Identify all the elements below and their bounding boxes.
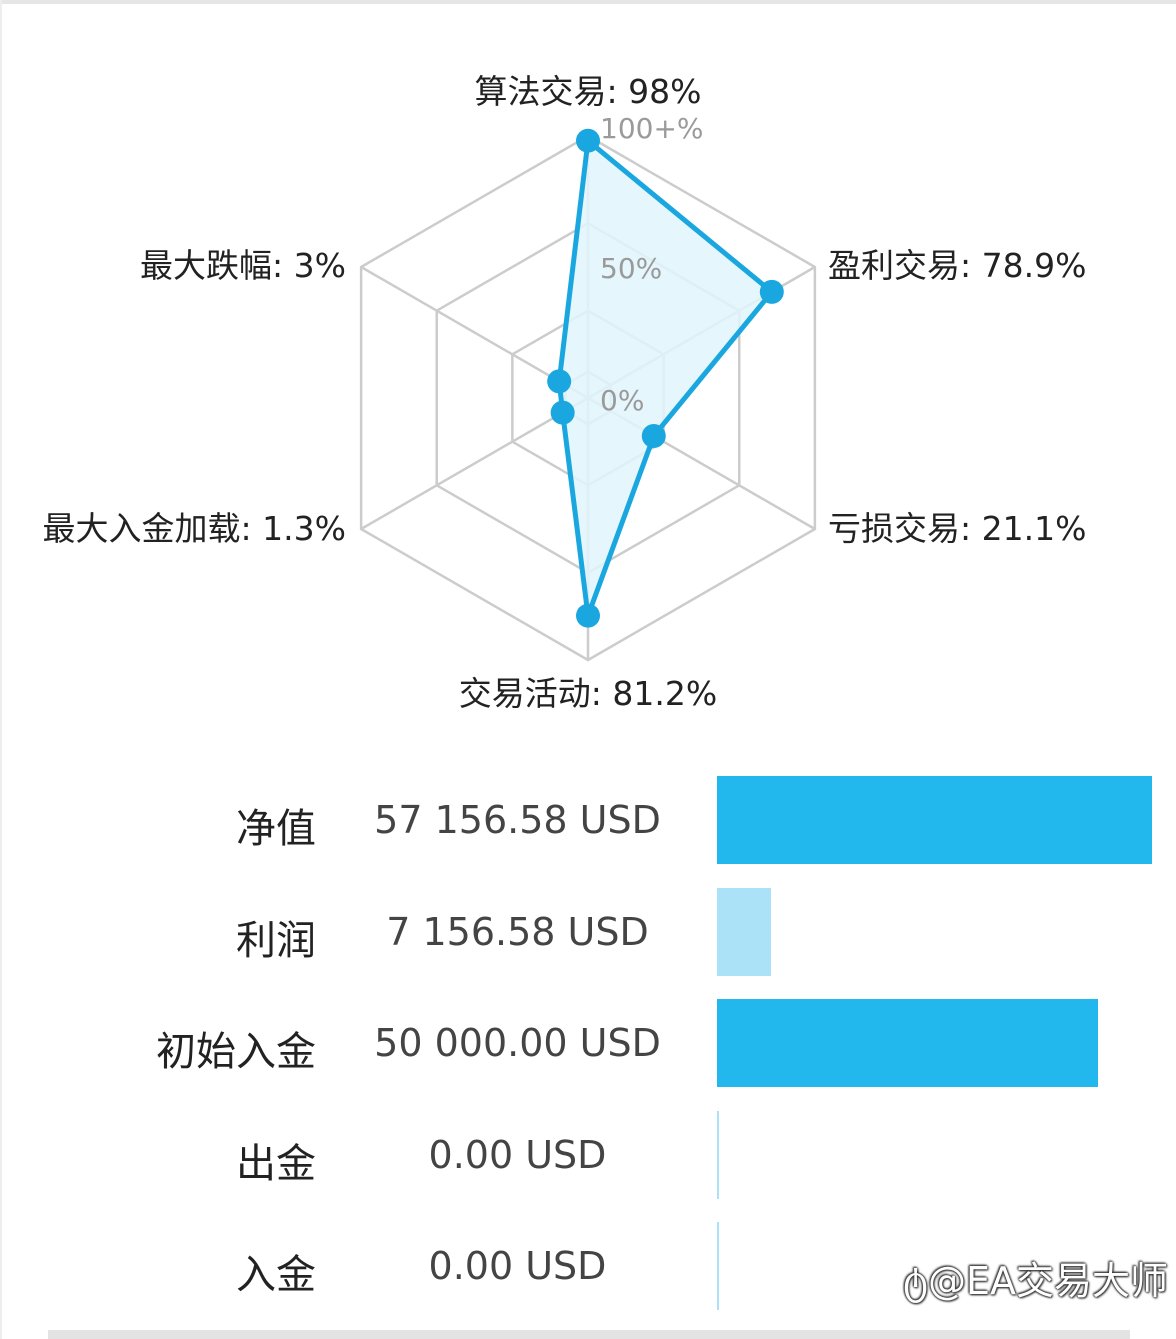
row-bar-0 — [717, 776, 1152, 864]
row-label-2: 初始入金 — [156, 1029, 316, 1075]
radar-point-3 — [576, 603, 600, 628]
ring-label-0: 100+% — [600, 112, 704, 145]
ring-label-2: 0% — [600, 384, 644, 417]
axis-label-1: 盈利交易: 78.9% — [828, 246, 1086, 285]
weibo-icon: ტ — [903, 1259, 928, 1303]
radar-point-4 — [550, 400, 575, 425]
axis-label-5: 最大跌幅: 3% — [140, 246, 346, 285]
row-label-4: 入金 — [236, 1252, 316, 1298]
radar-point-1 — [759, 279, 784, 304]
axis-label-4: 最大入金加载: 1.3% — [43, 509, 346, 548]
watermark: ტ@EA交易大师 — [903, 1250, 1168, 1305]
row-value-3: 0.00 USD — [428, 1132, 607, 1177]
row-value-4: 0.00 USD — [428, 1244, 607, 1288]
row-value-1: 7 156.58 USD — [386, 909, 649, 954]
watermark-text: @EA交易大师 — [927, 1259, 1168, 1303]
row-value-2: 50 000.00 USD — [374, 1021, 661, 1065]
row-bar-1 — [717, 887, 772, 976]
radar-point-2 — [641, 423, 666, 448]
left-divider — [0, 0, 2, 1339]
row-label-1: 利润 — [236, 917, 316, 964]
radar-point-5 — [547, 369, 572, 394]
radar-point-0 — [576, 128, 600, 153]
ring-label-1: 50% — [600, 252, 662, 285]
row-bar-3 — [717, 1110, 719, 1199]
row-label-0: 净值 — [236, 806, 316, 852]
row-label-3: 出金 — [236, 1140, 316, 1187]
grid-spoke-4 — [360, 396, 589, 531]
axis-label-2: 亏损交易: 21.1% — [828, 509, 1086, 548]
axis-label-0: 算法交易: 98% — [475, 72, 702, 111]
row-value-0: 57 156.58 USD — [374, 798, 661, 842]
axis-label-3: 交易活动: 81.2% — [459, 674, 717, 713]
bottom-scrollbar — [48, 1330, 1130, 1339]
row-bar-2 — [717, 999, 1098, 1087]
top-divider — [0, 0, 1176, 4]
radar-chart: 100+% 50% 0% 算法交易: 98% 盈利交易: 78.9% 亏损交易: 21.1… — [43, 72, 1087, 713]
row-bar-4 — [717, 1222, 719, 1310]
